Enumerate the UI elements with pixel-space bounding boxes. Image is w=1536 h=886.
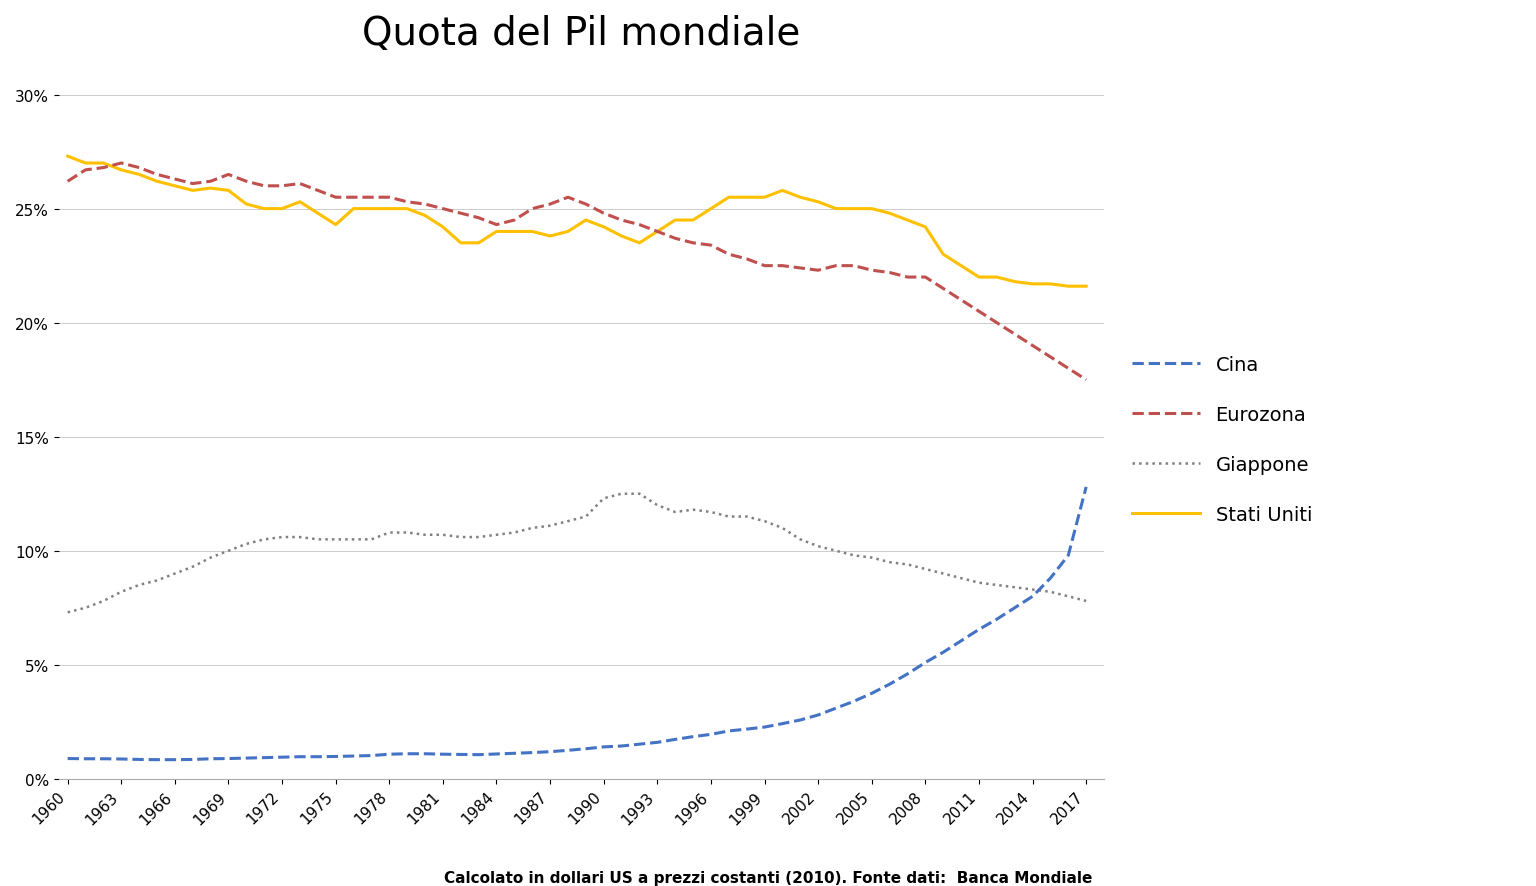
Cina bbox=[934, 647, 952, 657]
Eurozona bbox=[112, 159, 131, 169]
Stati Uniti bbox=[915, 222, 934, 233]
Giappone bbox=[58, 607, 77, 618]
Stati Uniti bbox=[809, 198, 828, 208]
Line: Giappone: Giappone bbox=[68, 494, 1086, 612]
Line: Eurozona: Eurozona bbox=[68, 164, 1086, 380]
Giappone bbox=[1077, 596, 1095, 607]
Cina bbox=[826, 703, 845, 713]
Giappone bbox=[290, 532, 309, 543]
Legend: Cina, Eurozona, Giappone, Stati Uniti: Cina, Eurozona, Giappone, Stati Uniti bbox=[1124, 347, 1319, 532]
Stati Uniti bbox=[1077, 282, 1095, 292]
Cina bbox=[309, 751, 327, 762]
Eurozona bbox=[327, 192, 346, 203]
Stati Uniti bbox=[1023, 279, 1041, 290]
Text: Calcolato in dollari US a prezzi costanti (2010). Fonte dati:  Banca Mondiale: Calcolato in dollari US a prezzi costant… bbox=[444, 869, 1092, 884]
Stati Uniti bbox=[290, 198, 309, 208]
Cina bbox=[1041, 573, 1060, 584]
Cina bbox=[58, 753, 77, 764]
Giappone bbox=[756, 517, 774, 527]
Eurozona bbox=[58, 176, 77, 187]
Cina bbox=[147, 755, 166, 766]
Stati Uniti bbox=[309, 208, 327, 219]
Giappone bbox=[934, 569, 952, 579]
Eurozona bbox=[1077, 375, 1095, 385]
Line: Stati Uniti: Stati Uniti bbox=[68, 157, 1086, 287]
Cina bbox=[756, 722, 774, 733]
Giappone bbox=[1041, 587, 1060, 597]
Giappone bbox=[613, 489, 631, 500]
Eurozona bbox=[826, 261, 845, 272]
Stati Uniti bbox=[1060, 282, 1078, 292]
Giappone bbox=[309, 534, 327, 545]
Eurozona bbox=[934, 284, 952, 294]
Cina bbox=[1077, 482, 1095, 493]
Giappone bbox=[826, 546, 845, 556]
Title: Quota del Pil mondiale: Quota del Pil mondiale bbox=[362, 15, 800, 53]
Stati Uniti bbox=[58, 152, 77, 162]
Eurozona bbox=[756, 261, 774, 272]
Cina bbox=[327, 751, 346, 762]
Line: Cina: Cina bbox=[68, 487, 1086, 760]
Eurozona bbox=[1041, 352, 1060, 362]
Stati Uniti bbox=[737, 192, 756, 203]
Eurozona bbox=[309, 186, 327, 197]
